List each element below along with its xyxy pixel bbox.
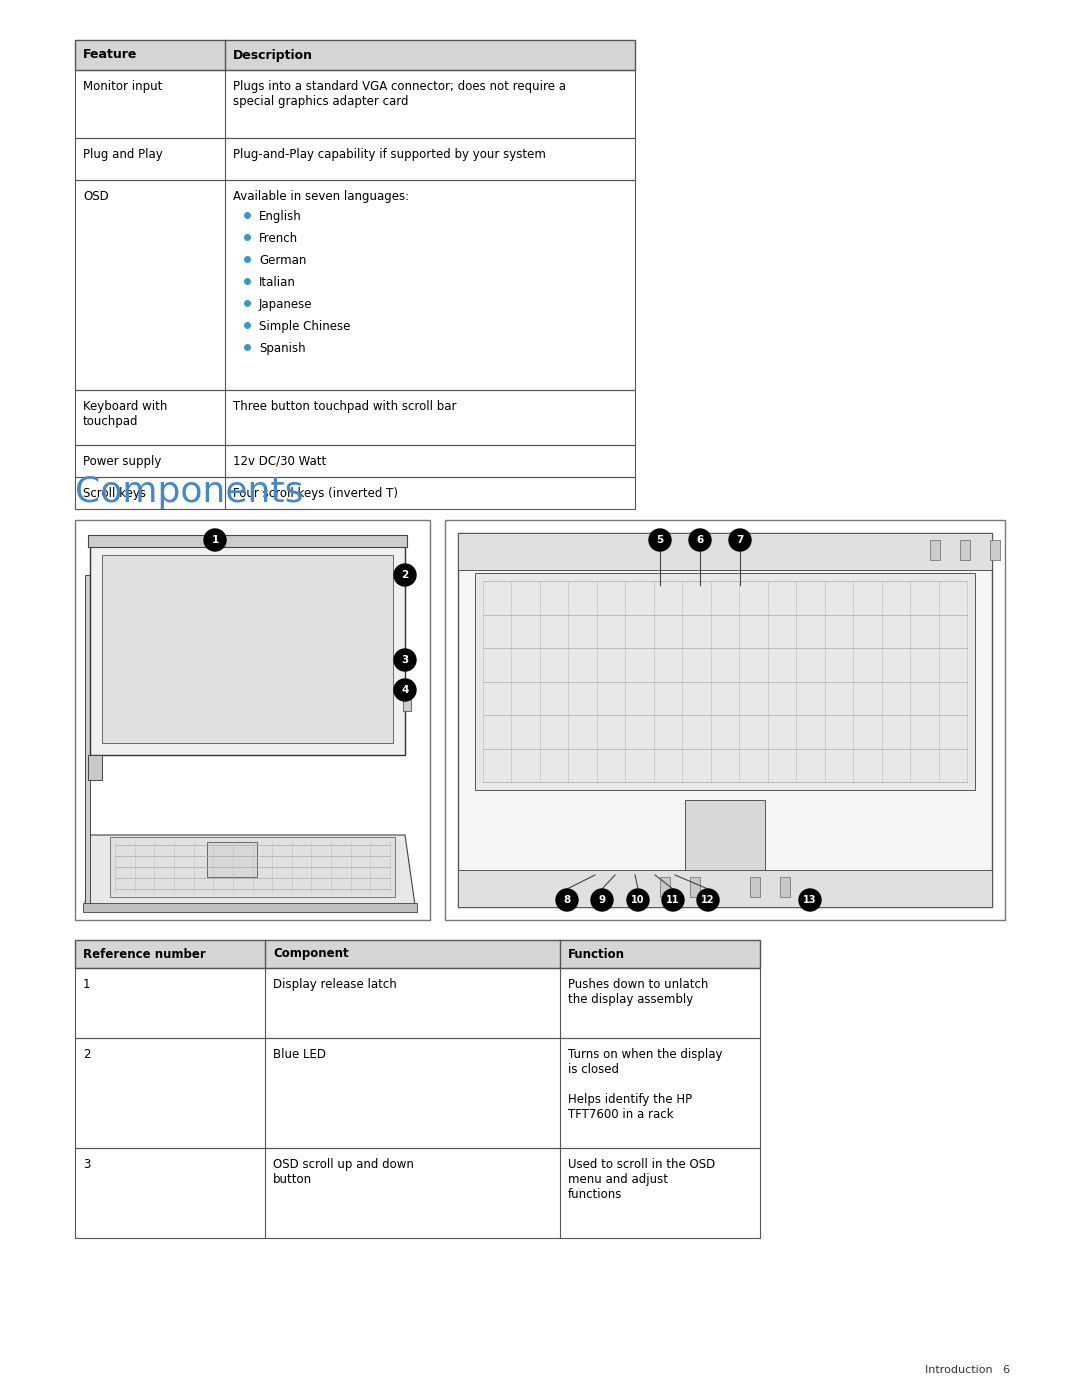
Circle shape bbox=[556, 888, 578, 911]
Text: 3: 3 bbox=[83, 1158, 91, 1171]
Bar bbox=[458, 534, 993, 907]
Text: 2: 2 bbox=[402, 570, 408, 580]
Circle shape bbox=[394, 564, 416, 585]
Polygon shape bbox=[102, 555, 393, 743]
Bar bbox=[87, 754, 102, 780]
Text: Monitor input: Monitor input bbox=[83, 80, 162, 94]
Text: 1: 1 bbox=[83, 978, 91, 990]
Text: 5: 5 bbox=[657, 535, 663, 545]
Bar bbox=[75, 138, 635, 180]
Bar bbox=[475, 573, 975, 789]
Text: 11: 11 bbox=[666, 895, 679, 905]
Text: 7: 7 bbox=[737, 535, 744, 545]
Text: Reference number: Reference number bbox=[83, 947, 206, 961]
Text: 2: 2 bbox=[83, 1048, 91, 1060]
Polygon shape bbox=[87, 535, 407, 548]
Circle shape bbox=[697, 888, 719, 911]
Bar bbox=[75, 968, 760, 1038]
Bar bbox=[75, 520, 430, 921]
Bar bbox=[960, 541, 970, 560]
Text: Power supply: Power supply bbox=[83, 455, 161, 468]
Bar bbox=[930, 541, 940, 560]
Text: OSD scroll up and down
button: OSD scroll up and down button bbox=[273, 1158, 414, 1186]
Text: Introduction   6: Introduction 6 bbox=[924, 1365, 1010, 1375]
Bar bbox=[990, 541, 1000, 560]
Text: Italian: Italian bbox=[259, 277, 296, 289]
Bar bbox=[207, 842, 257, 877]
Text: Three button touchpad with scroll bar: Three button touchpad with scroll bar bbox=[233, 400, 457, 414]
Text: 12: 12 bbox=[701, 895, 715, 905]
Text: Component: Component bbox=[273, 947, 349, 961]
Text: 12v DC/30 Watt: 12v DC/30 Watt bbox=[233, 455, 326, 468]
Text: 8: 8 bbox=[564, 895, 570, 905]
Text: Simple Chinese: Simple Chinese bbox=[259, 320, 350, 332]
Text: Components: Components bbox=[75, 475, 303, 509]
Bar bbox=[445, 520, 1005, 921]
Text: French: French bbox=[259, 232, 298, 244]
Text: OSD: OSD bbox=[83, 190, 109, 203]
Bar bbox=[780, 877, 789, 897]
Bar bbox=[685, 800, 765, 890]
Text: Pushes down to unlatch
the display assembly: Pushes down to unlatch the display assem… bbox=[568, 978, 708, 1006]
Circle shape bbox=[394, 679, 416, 701]
Text: Blue LED: Blue LED bbox=[273, 1048, 326, 1060]
Bar bbox=[75, 1038, 760, 1148]
Circle shape bbox=[689, 529, 711, 550]
Text: Feature: Feature bbox=[83, 49, 137, 61]
Polygon shape bbox=[85, 576, 90, 905]
Bar bbox=[690, 877, 700, 897]
Text: 13: 13 bbox=[804, 895, 816, 905]
Bar bbox=[75, 70, 635, 138]
Text: Display release latch: Display release latch bbox=[273, 978, 396, 990]
Text: 6: 6 bbox=[697, 535, 704, 545]
Bar bbox=[75, 41, 635, 70]
Text: Spanish: Spanish bbox=[259, 342, 306, 355]
Circle shape bbox=[649, 529, 671, 550]
Polygon shape bbox=[85, 835, 415, 905]
Bar bbox=[110, 837, 395, 897]
Text: Plug and Play: Plug and Play bbox=[83, 148, 163, 161]
Text: Plug-and-Play capability if supported by your system: Plug-and-Play capability if supported by… bbox=[233, 148, 545, 161]
Circle shape bbox=[799, 888, 821, 911]
Polygon shape bbox=[90, 545, 405, 754]
Text: 9: 9 bbox=[598, 895, 606, 905]
Bar bbox=[403, 698, 411, 711]
Polygon shape bbox=[83, 902, 417, 912]
Text: German: German bbox=[259, 254, 307, 267]
Text: 4: 4 bbox=[402, 685, 408, 694]
Text: Description: Description bbox=[233, 49, 313, 61]
Bar bbox=[75, 1148, 760, 1238]
Circle shape bbox=[394, 650, 416, 671]
Bar bbox=[458, 870, 993, 907]
Text: 10: 10 bbox=[631, 895, 645, 905]
Text: Used to scroll in the OSD
menu and adjust
functions: Used to scroll in the OSD menu and adjus… bbox=[568, 1158, 715, 1201]
Bar bbox=[75, 390, 635, 446]
Circle shape bbox=[204, 529, 226, 550]
Bar bbox=[660, 877, 670, 897]
Circle shape bbox=[591, 888, 613, 911]
Text: Turns on when the display
is closed

Helps identify the HP
TFT7600 in a rack: Turns on when the display is closed Help… bbox=[568, 1048, 723, 1120]
Bar bbox=[750, 877, 760, 897]
Bar bbox=[75, 180, 635, 390]
Text: 3: 3 bbox=[402, 655, 408, 665]
Text: 1: 1 bbox=[212, 535, 218, 545]
Circle shape bbox=[627, 888, 649, 911]
Bar bbox=[75, 446, 635, 476]
Text: English: English bbox=[259, 210, 301, 224]
Bar bbox=[403, 680, 411, 693]
Circle shape bbox=[662, 888, 684, 911]
Circle shape bbox=[729, 529, 751, 550]
Text: Plugs into a standard VGA connector; does not require a
special graphics adapter: Plugs into a standard VGA connector; doe… bbox=[233, 80, 566, 108]
Text: Keyboard with
touchpad: Keyboard with touchpad bbox=[83, 400, 167, 427]
Text: Four scroll keys (inverted T): Four scroll keys (inverted T) bbox=[233, 488, 399, 500]
Text: Scroll keys: Scroll keys bbox=[83, 488, 146, 500]
Text: Available in seven languages:: Available in seven languages: bbox=[233, 190, 409, 203]
Bar bbox=[75, 476, 635, 509]
Bar bbox=[458, 534, 993, 570]
Text: Function: Function bbox=[568, 947, 625, 961]
Bar bbox=[75, 940, 760, 968]
Text: Japanese: Japanese bbox=[259, 298, 312, 312]
